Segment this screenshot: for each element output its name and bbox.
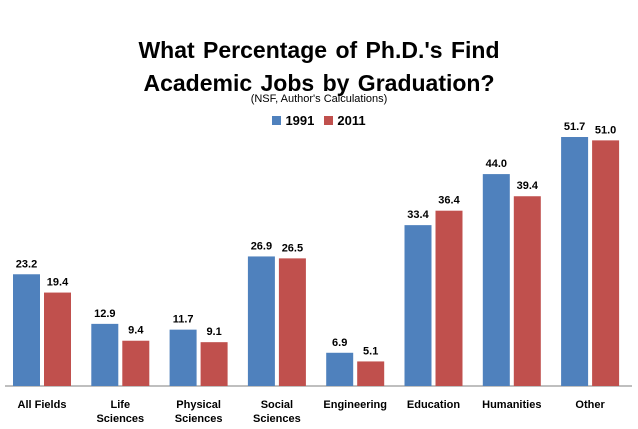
data-label-1991-7: 51.7 <box>564 121 585 133</box>
category-label-1-1: Sciences <box>96 413 144 425</box>
bar-2011-3 <box>278 258 306 386</box>
bar-1991-1 <box>91 323 119 386</box>
category-label-5-0: Education <box>407 399 460 411</box>
bar-2011-2 <box>200 342 228 386</box>
legend-swatch-2011 <box>324 116 334 125</box>
category-label-2-1: Sciences <box>175 413 223 425</box>
bar-2011-1 <box>122 340 150 386</box>
bar-2011-5 <box>435 210 463 386</box>
bar-2011-6 <box>513 196 541 386</box>
data-label-1991-4: 6.9 <box>332 337 347 349</box>
data-label-2011-4: 5.1 <box>363 345 378 357</box>
chart-legend: 1991 2011 <box>0 113 638 128</box>
legend-item-2011: 2011 <box>324 113 366 128</box>
bar-1991-2 <box>169 329 197 386</box>
data-label-1991-3: 26.9 <box>251 240 272 252</box>
bar-1991-4 <box>326 352 354 386</box>
category-label-4-0: Engineering <box>323 399 387 411</box>
bar-1991-6 <box>482 174 510 386</box>
data-label-1991-1: 12.9 <box>94 308 115 320</box>
bar-1991-0 <box>13 274 40 386</box>
data-label-1991-2: 11.7 <box>173 314 194 326</box>
data-label-2011-6: 39.4 <box>517 180 539 192</box>
data-label-2011-7: 51.0 <box>595 124 616 136</box>
legend-swatch-1991 <box>272 116 282 125</box>
chart-title: What Percentage of Ph.D.'s Find Academic… <box>0 34 638 100</box>
legend-item-1991: 1991 <box>272 113 314 128</box>
data-label-2011-3: 26.5 <box>282 242 303 254</box>
data-label-1991-0: 23.2 <box>16 258 37 270</box>
data-label-2011-5: 36.4 <box>438 195 460 207</box>
data-label-1991-5: 33.4 <box>407 209 429 221</box>
data-label-2011-2: 9.1 <box>206 326 221 338</box>
chart-title-line-1: What Percentage of Ph.D.'s Find <box>138 37 500 63</box>
category-label-7-0: Other <box>575 399 605 411</box>
category-label-1-0: Life <box>111 399 131 411</box>
legend-label-2011: 2011 <box>337 113 366 128</box>
bar-1991-7 <box>561 137 589 386</box>
data-label-2011-0: 19.4 <box>47 277 69 289</box>
bar-2011-0 <box>44 292 71 386</box>
category-label-3-0: Social <box>261 399 293 411</box>
chart-title-line-2: Academic Jobs by Graduation? <box>143 70 495 96</box>
bar-1991-5 <box>404 225 432 386</box>
category-label-2-0: Physical <box>176 399 221 411</box>
data-label-2011-1: 9.4 <box>128 325 144 337</box>
data-label-1991-6: 44.0 <box>486 158 507 170</box>
chart-subtitle: (NSF, Author's Calculations) <box>250 93 388 105</box>
category-label-0-0: All Fields <box>18 399 67 411</box>
bar-2011-4 <box>357 361 385 386</box>
category-label-3-1: Sciences <box>253 413 301 425</box>
bar-2011-7 <box>592 140 620 386</box>
bar-1991-3 <box>247 256 275 386</box>
legend-label-1991: 1991 <box>285 113 315 128</box>
category-label-6-0: Humanities <box>482 399 541 411</box>
